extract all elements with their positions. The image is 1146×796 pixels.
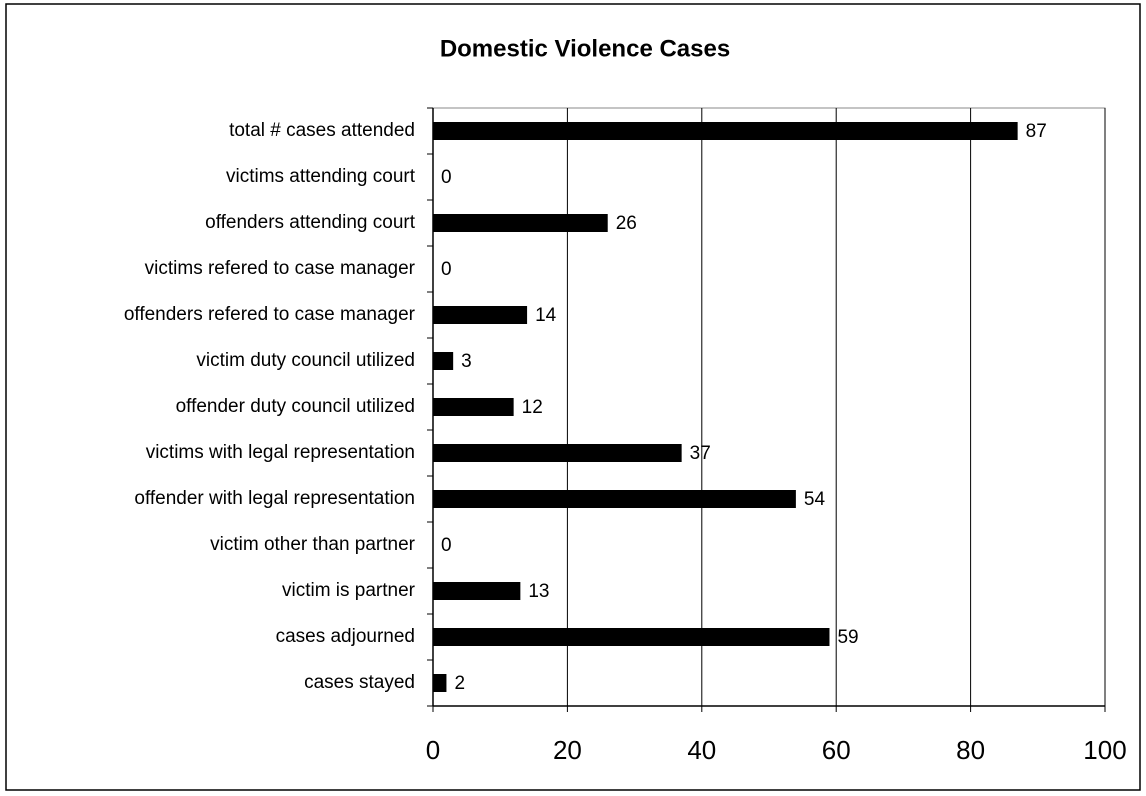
x-tick-label: 0 — [426, 735, 440, 765]
value-label: 3 — [461, 351, 472, 372]
x-tick-label: 60 — [822, 735, 851, 765]
bar — [433, 352, 454, 370]
value-label: 2 — [454, 673, 465, 694]
bar — [433, 122, 1018, 140]
y-tick-label: victim other than partner — [210, 534, 416, 555]
y-tick-label: victim is partner — [282, 580, 416, 601]
bar — [433, 306, 528, 324]
x-tick-label: 80 — [956, 735, 985, 765]
y-tick-label: cases stayed — [304, 672, 415, 693]
value-label: 0 — [441, 535, 452, 556]
bar — [433, 398, 514, 416]
y-tick-label: offender duty council utilized — [176, 396, 415, 417]
value-label: 26 — [616, 213, 637, 234]
value-label: 14 — [535, 305, 557, 326]
value-label: 37 — [690, 443, 711, 464]
chart-frame — [5, 3, 1141, 791]
value-label: 12 — [522, 397, 543, 418]
y-tick-label: cases adjourned — [276, 626, 415, 647]
y-tick-label: victim duty council utilized — [196, 350, 415, 371]
bar — [433, 444, 682, 462]
x-tick-label: 100 — [1083, 735, 1126, 765]
x-tick-label: 20 — [553, 735, 582, 765]
y-tick-label: total # cases attended — [229, 120, 415, 141]
value-label: 54 — [804, 489, 826, 510]
y-tick-label: offenders attending court — [205, 212, 416, 233]
value-label: 0 — [441, 167, 452, 188]
bar — [433, 490, 796, 508]
y-tick-label: offender with legal representation — [134, 488, 415, 509]
chart-title: Domestic Violence Cases — [440, 35, 730, 62]
bar — [433, 582, 521, 600]
y-tick-label: victims with legal representation — [146, 442, 415, 463]
x-tick-label: 40 — [687, 735, 716, 765]
bar — [433, 214, 608, 232]
value-label: 0 — [441, 259, 452, 280]
y-tick-label: victims attending court — [226, 166, 416, 187]
y-tick-label: victims refered to case manager — [145, 258, 416, 279]
value-label: 59 — [837, 627, 858, 648]
value-label: 13 — [528, 581, 549, 602]
bar — [433, 674, 447, 692]
value-label: 87 — [1026, 121, 1047, 142]
bar — [433, 628, 830, 646]
y-tick-label: offenders refered to case manager — [124, 304, 416, 325]
